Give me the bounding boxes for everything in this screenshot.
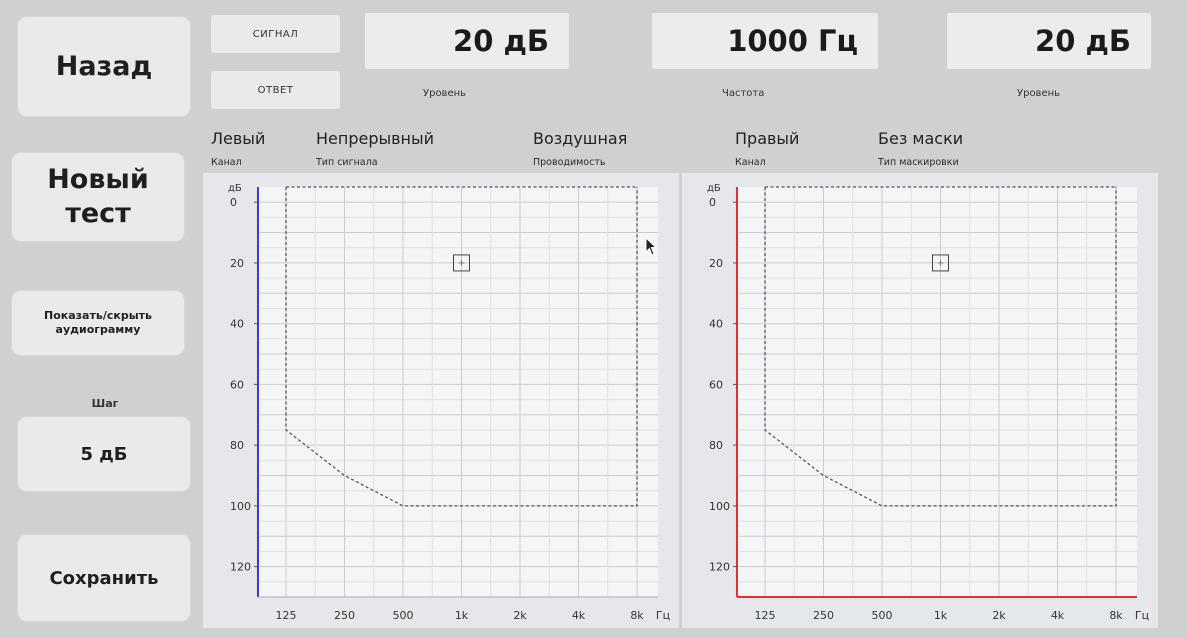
toggle-audiogram-label-line1: Показать/скрыть — [44, 309, 152, 322]
right-level-caption: Уровень — [1017, 88, 1061, 99]
left-channel-caption: Канал — [211, 157, 242, 168]
left-point-marker — [453, 254, 470, 272]
left-y-tick-label: 0 — [230, 196, 237, 209]
signal-indicator-label: СИГНАЛ — [252, 28, 299, 40]
new-test-label-line1: Новый — [47, 164, 149, 195]
right-point-marker — [932, 254, 949, 272]
right-x-tick-label: 8k — [1109, 609, 1123, 622]
right-y-tick-label: 80 — [709, 439, 723, 452]
right-x-tick-label: 2k — [992, 609, 1006, 622]
conduction-value[interactable]: Воздушная — [533, 129, 628, 148]
left-x-tick-label: 500 — [393, 609, 414, 622]
step-caption: Шаг — [91, 397, 119, 410]
save-button-label: Сохранить — [49, 567, 159, 589]
right-audiogram-svg: 0 20 40 60 80 100 120 дБ 125 250 500 1k 2k 4k 8k Гц — [682, 173, 1158, 628]
left-y-tick-label: 40 — [230, 318, 244, 331]
toggle-audiogram-label-line2: аудиограмму — [55, 323, 141, 336]
right-y-tick-label: 100 — [709, 500, 730, 513]
frequency-value: 1000 Гц — [727, 24, 858, 58]
right-y-tick-label: 0 — [709, 196, 716, 209]
new-test-label-line2: тест — [65, 198, 131, 229]
right-y-tick-label: 60 — [709, 378, 723, 391]
conduction-caption: Проводимость — [533, 157, 606, 168]
left-audiogram-svg: 0 20 40 60 80 100 120 дБ 125 250 500 1k 2k 4k 8k Гц — [203, 173, 679, 628]
masking-value[interactable]: Без маски — [878, 129, 964, 148]
right-x-tick-label: 500 — [872, 609, 893, 622]
frequency-display[interactable]: 1000 Гц — [652, 13, 878, 69]
mouse-cursor-icon — [645, 237, 658, 256]
right-y-axis-label: дБ — [707, 183, 721, 194]
left-x-tick-label: 2k — [513, 609, 527, 622]
right-audiogram[interactable]: 0 20 40 60 80 100 120 дБ 125 250 500 1k 2k 4k 8k Гц — [682, 173, 1158, 628]
left-level-caption: Уровень — [423, 88, 467, 99]
step-button[interactable]: 5 дБ — [17, 416, 191, 492]
left-x-tick-label: 1k — [455, 609, 469, 622]
right-x-axis-label: Гц — [1135, 609, 1149, 622]
left-x-tick-label: 250 — [334, 609, 355, 622]
left-plot-area — [258, 187, 658, 597]
left-x-tick-label: 125 — [276, 609, 297, 622]
save-button[interactable]: Сохранить — [17, 534, 191, 622]
toggle-audiogram-button[interactable]: Показать/скрыть аудиограмму — [11, 290, 185, 356]
left-level-display[interactable]: 20 дБ — [365, 13, 569, 69]
right-level-display[interactable]: 20 дБ — [947, 13, 1151, 69]
right-x-tick-label: 4k — [1051, 609, 1065, 622]
right-plot-area — [737, 187, 1137, 597]
left-channel-value[interactable]: Левый — [211, 129, 266, 148]
left-y-tick-label: 60 — [230, 378, 244, 391]
right-y-tick-label: 40 — [709, 318, 723, 331]
left-y-axis-label: дБ — [228, 183, 242, 194]
step-value: 5 дБ — [80, 443, 128, 465]
masking-caption: Тип маскировки — [878, 157, 959, 168]
right-x-tick-label: 1k — [934, 609, 948, 622]
left-y-tick-label: 100 — [230, 500, 251, 513]
left-level-value: 20 дБ — [453, 24, 549, 58]
left-x-tick-label: 8k — [630, 609, 644, 622]
left-audiogram[interactable]: 0 20 40 60 80 100 120 дБ 125 250 500 1k 2k 4k 8k Гц — [203, 173, 679, 628]
left-y-tick-label: 80 — [230, 439, 244, 452]
back-button[interactable]: Назад — [17, 16, 191, 117]
right-x-tick-label: 125 — [755, 609, 776, 622]
left-y-tick-label: 120 — [230, 561, 251, 574]
left-y-tick-label: 20 — [230, 257, 244, 270]
right-x-tick-label: 250 — [813, 609, 834, 622]
right-level-value: 20 дБ — [1035, 24, 1131, 58]
left-x-tick-label: 4k — [572, 609, 586, 622]
signal-indicator[interactable]: СИГНАЛ — [211, 15, 340, 53]
signal-type-caption: Тип сигнала — [316, 157, 378, 168]
new-test-button[interactable]: Новый тест — [11, 152, 185, 242]
signal-type-value[interactable]: Непрерывный — [316, 129, 435, 148]
right-y-tick-label: 120 — [709, 561, 730, 574]
back-button-label: Назад — [55, 51, 153, 82]
frequency-caption: Частота — [722, 88, 765, 99]
left-x-axis-label: Гц — [656, 609, 670, 622]
right-channel-value[interactable]: Правый — [735, 129, 800, 148]
right-y-tick-label: 20 — [709, 257, 723, 270]
right-channel-caption: Канал — [735, 157, 766, 168]
response-indicator[interactable]: ОТВЕТ — [211, 71, 340, 109]
response-indicator-label: ОТВЕТ — [257, 84, 294, 96]
